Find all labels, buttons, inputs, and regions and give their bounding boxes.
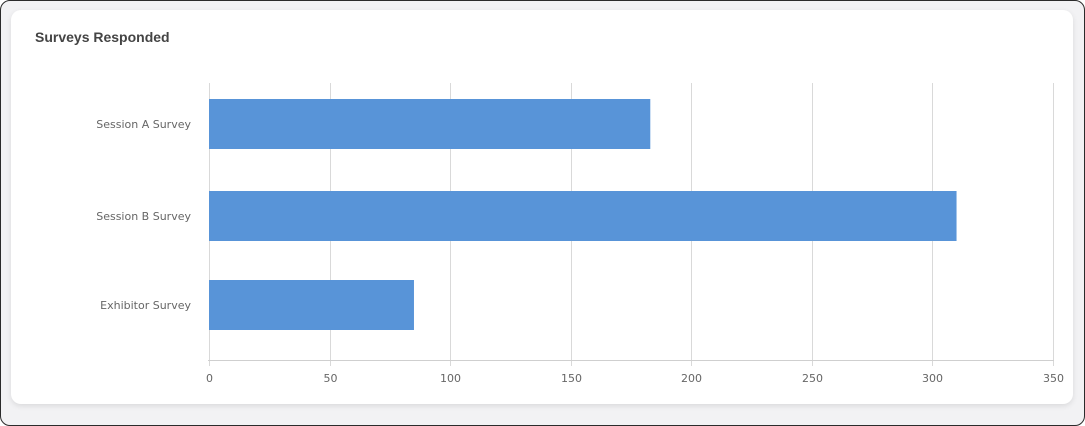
- x-tick-label: 50: [324, 372, 338, 385]
- bar-session-a-survey[interactable]: [209, 99, 651, 149]
- bar-exhibitor-survey[interactable]: [209, 280, 414, 330]
- bar-session-b-survey[interactable]: [209, 191, 957, 241]
- y-category-label: Exhibitor Survey: [100, 299, 191, 312]
- x-tick-label: 250: [802, 372, 823, 385]
- bars: [209, 99, 957, 330]
- x-tick-label: 200: [681, 372, 702, 385]
- y-category-label: Session B Survey: [96, 210, 191, 223]
- x-tick-label: 150: [561, 372, 582, 385]
- chart-title: Surveys Responded: [35, 29, 170, 45]
- x-tick-label: 300: [922, 372, 943, 385]
- axes: 0 50 100 150 200 250 300 350 Session A Survey Ses…: [96, 118, 1064, 385]
- x-tick-label: 100: [440, 372, 461, 385]
- y-category-label: Session A Survey: [96, 118, 191, 131]
- x-tick-label: 350: [1043, 372, 1064, 385]
- x-tick-label: 0: [206, 372, 213, 385]
